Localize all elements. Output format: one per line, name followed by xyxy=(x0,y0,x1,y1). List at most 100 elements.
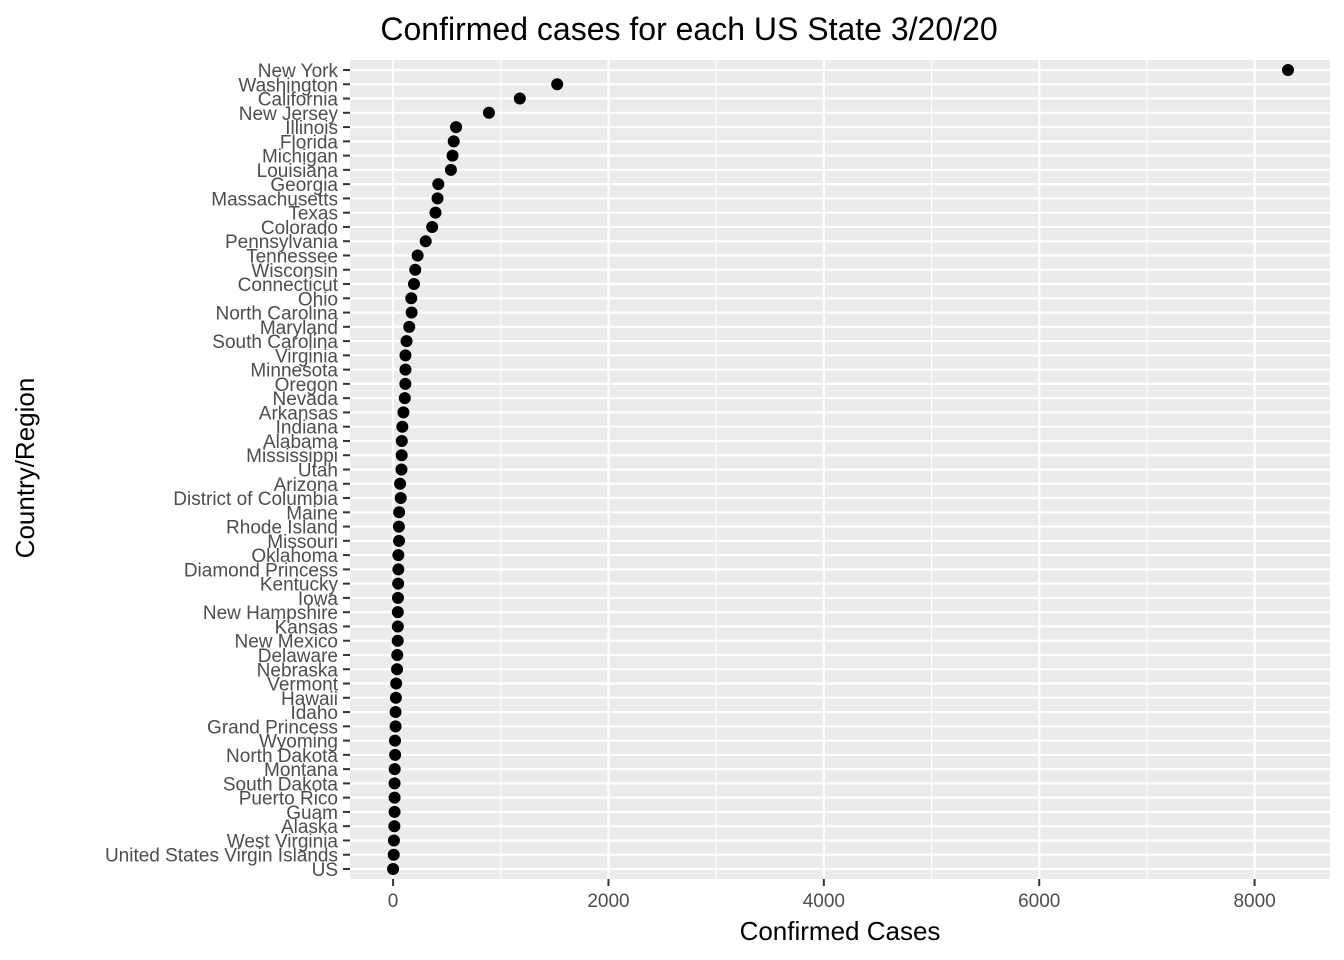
y-tick-label: Georgia xyxy=(270,175,338,196)
y-tick-label: Tennessee xyxy=(246,246,338,267)
y-tick-label: Illinois xyxy=(285,118,338,139)
y-tick-label: Colorado xyxy=(261,218,338,239)
data-point xyxy=(482,106,495,119)
data-point xyxy=(391,606,404,619)
data-point xyxy=(450,121,463,134)
y-tick-label: Florida xyxy=(280,132,339,153)
y-tick-label: Arizona xyxy=(274,475,339,496)
data-point xyxy=(405,292,418,305)
y-tick-label: Puerto Rico xyxy=(239,789,338,810)
data-point xyxy=(426,220,439,233)
y-tick-label: Iowa xyxy=(298,589,339,610)
y-tick-label: Louisiana xyxy=(257,161,339,182)
data-point xyxy=(392,549,405,562)
y-tick-label: United States Virgin Islands xyxy=(105,846,338,867)
data-point xyxy=(389,748,402,761)
data-point xyxy=(388,820,401,833)
data-point xyxy=(387,863,400,875)
data-point xyxy=(395,449,408,462)
y-tick-label: New Jersey xyxy=(239,104,339,125)
y-tick-label: North Carolina xyxy=(216,304,339,325)
data-point xyxy=(388,763,401,776)
data-point xyxy=(400,335,413,348)
y-tick-label: Nevada xyxy=(273,389,339,410)
data-point xyxy=(444,163,457,176)
chart-title: Confirmed cases for each US State 3/20/2… xyxy=(380,11,997,47)
x-tick-label: 2000 xyxy=(587,891,629,912)
x-tick-label: 6000 xyxy=(1018,891,1060,912)
data-point xyxy=(398,392,411,405)
data-point xyxy=(392,577,405,590)
y-tick-label: North Dakota xyxy=(226,746,338,767)
y-tick-label: Oklahoma xyxy=(251,546,338,567)
y-tick-label: Massachusetts xyxy=(211,189,338,210)
data-point xyxy=(391,648,404,661)
y-tick-label: Vermont xyxy=(267,675,338,696)
y-tick-label: Texas xyxy=(288,204,338,225)
data-point xyxy=(431,192,444,205)
data-point xyxy=(389,691,402,704)
x-tick-label: 4000 xyxy=(803,891,845,912)
data-point xyxy=(391,620,404,633)
data-point xyxy=(391,591,404,604)
y-tick-label: Mississippi xyxy=(246,446,338,467)
y-tick-label: Oregon xyxy=(275,375,338,396)
data-point xyxy=(409,263,422,276)
data-point xyxy=(395,463,408,476)
y-tick-label: West Virginia xyxy=(227,831,339,852)
y-tick-label: Montana xyxy=(264,760,338,781)
y-tick-label: Ohio xyxy=(298,289,338,310)
data-point xyxy=(387,848,400,861)
data-point xyxy=(393,534,405,547)
data-point xyxy=(405,306,418,319)
data-point xyxy=(551,78,564,91)
data-point xyxy=(396,420,409,433)
data-point xyxy=(388,777,401,790)
data-point xyxy=(513,92,526,105)
y-tick-label: Maryland xyxy=(260,318,338,339)
y-tick-label: Pennsylvania xyxy=(225,232,338,253)
y-tick-label: South Dakota xyxy=(223,774,339,795)
data-point xyxy=(391,663,404,676)
data-point xyxy=(389,706,402,719)
y-tick-label: Maine xyxy=(286,503,338,524)
data-point xyxy=(419,235,432,248)
data-point xyxy=(399,377,412,390)
data-point xyxy=(389,720,402,733)
x-tick-label: 8000 xyxy=(1233,891,1275,912)
data-point xyxy=(388,791,401,804)
y-tick-label: Diamond Princess xyxy=(184,560,338,581)
y-tick-label: Hawaii xyxy=(281,689,338,710)
data-point xyxy=(388,805,401,818)
data-point xyxy=(407,278,420,291)
x-axis-title: Confirmed Cases xyxy=(740,916,941,946)
data-point xyxy=(403,320,416,333)
y-tick-label: Alabama xyxy=(263,432,338,453)
data-point xyxy=(397,406,410,419)
data-point xyxy=(390,677,403,690)
y-tick-label: Virginia xyxy=(275,346,338,367)
y-tick-label: Michigan xyxy=(262,147,338,168)
y-tick-label: Minnesota xyxy=(250,361,338,382)
y-tick-label: New York xyxy=(258,61,339,82)
x-tick-label: 0 xyxy=(388,891,399,912)
data-point xyxy=(392,563,405,576)
y-tick-label: US xyxy=(312,860,338,881)
y-tick-label: Arkansas xyxy=(259,403,338,424)
data-point xyxy=(387,834,400,847)
data-point xyxy=(411,249,424,262)
data-point xyxy=(394,477,407,490)
y-tick-label: Utah xyxy=(298,461,338,482)
y-tick-label: Connecticut xyxy=(238,275,339,296)
data-point xyxy=(446,149,459,162)
y-tick-label: New Mexico xyxy=(235,632,338,653)
y-tick-label: California xyxy=(258,90,339,111)
data-point xyxy=(395,434,408,447)
data-point xyxy=(392,520,405,533)
y-tick-label: Delaware xyxy=(258,646,338,667)
y-tick-label: Nebraska xyxy=(257,660,339,681)
y-tick-label: Indiana xyxy=(276,418,339,439)
data-point xyxy=(399,349,412,362)
